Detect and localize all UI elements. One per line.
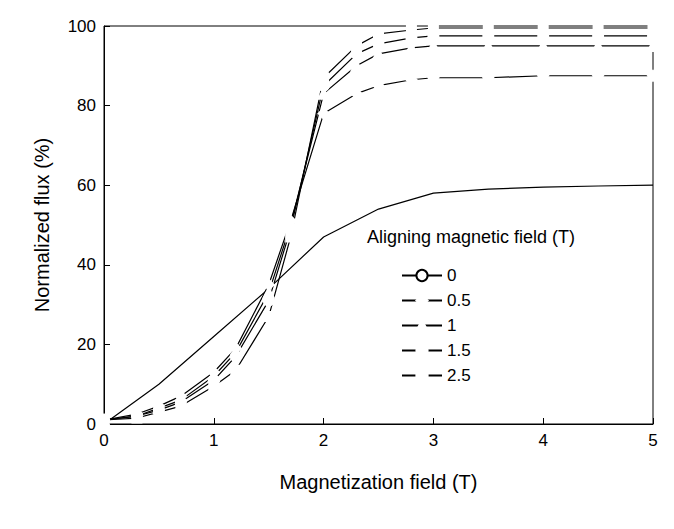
svg-text:3: 3 <box>429 431 438 450</box>
svg-text:0: 0 <box>87 415 96 434</box>
svg-text:5: 5 <box>648 431 657 450</box>
svg-text:4: 4 <box>538 431 547 450</box>
svg-text:100: 100 <box>68 17 96 36</box>
svg-text:1: 1 <box>209 431 218 450</box>
svg-text:Aligning magnetic field (T): Aligning magnetic field (T) <box>367 227 575 247</box>
svg-text:1.5: 1.5 <box>447 341 471 360</box>
svg-text:40: 40 <box>77 255 96 274</box>
svg-text:2.5: 2.5 <box>447 366 471 385</box>
svg-text:1: 1 <box>447 316 456 335</box>
svg-text:2: 2 <box>319 431 328 450</box>
svg-text:80: 80 <box>77 96 96 115</box>
svg-text:Normalized flux (%): Normalized flux (%) <box>31 138 53 312</box>
svg-text:60: 60 <box>77 176 96 195</box>
svg-text:Magnetization field (T): Magnetization field (T) <box>280 471 478 493</box>
svg-text:0: 0 <box>99 431 108 450</box>
svg-text:0.5: 0.5 <box>447 291 471 310</box>
svg-text:20: 20 <box>77 335 96 354</box>
svg-text:0: 0 <box>447 266 456 285</box>
